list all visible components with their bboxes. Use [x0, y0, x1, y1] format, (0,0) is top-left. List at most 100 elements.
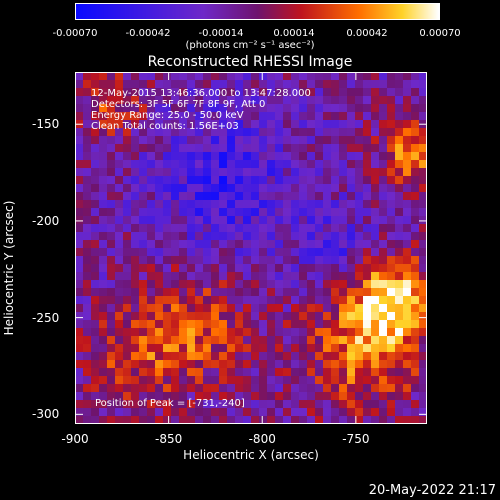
heatmap-cell: [283, 408, 292, 417]
heatmap-cell: [171, 344, 180, 353]
heatmap-cell: [259, 336, 268, 345]
heatmap-cell: [179, 176, 188, 185]
heatmap-cell: [283, 104, 292, 113]
heatmap-cell: [387, 376, 396, 385]
heatmap-cell: [203, 112, 212, 121]
heatmap-cell: [355, 408, 364, 417]
heatmap-cell: [355, 224, 364, 233]
heatmap-cell: [83, 296, 92, 305]
heatmap-cell: [235, 232, 244, 241]
heatmap-cell: [419, 192, 427, 201]
heatmap-cell: [131, 96, 140, 105]
heatmap-cell: [83, 264, 92, 273]
heatmap-cell: [227, 160, 236, 169]
heatmap-cell: [147, 96, 156, 105]
heatmap-cell: [211, 216, 220, 225]
heatmap-cell: [411, 320, 420, 329]
heatmap-cell: [307, 152, 316, 161]
heatmap-cell: [139, 104, 148, 113]
heatmap-cell: [243, 128, 252, 137]
heatmap-cell: [203, 304, 212, 313]
heatmap-cell: [211, 192, 220, 201]
heatmap-cell: [115, 280, 124, 289]
heatmap-cell: [163, 168, 172, 177]
heatmap-cell: [371, 304, 380, 313]
heatmap-cell: [203, 192, 212, 201]
peak-position-label: Position of Peak = [-731,-240]: [95, 398, 245, 409]
heatmap-cell: [243, 408, 252, 417]
heatmap-cell: [235, 80, 244, 89]
heatmap-cell: [411, 336, 420, 345]
heatmap-cell: [203, 160, 212, 169]
heatmap-cell: [403, 352, 412, 361]
heatmap-cell: [259, 400, 268, 409]
heatmap-cell: [139, 176, 148, 185]
heatmap-cell: [347, 184, 356, 193]
heatmap-cell: [107, 160, 116, 169]
heatmap-cell: [75, 80, 84, 89]
heatmap-cell: [379, 152, 388, 161]
heatmap-cell: [139, 224, 148, 233]
heatmap-cell: [203, 416, 212, 424]
heatmap-cell: [363, 120, 372, 129]
heatmap-cell: [291, 312, 300, 321]
heatmap-cell: [331, 320, 340, 329]
heatmap-cell: [251, 256, 260, 265]
heatmap-cell: [379, 336, 388, 345]
heatmap-cell: [323, 248, 332, 257]
heatmap-cell: [251, 352, 260, 361]
heatmap-cell: [171, 296, 180, 305]
heatmap-cell: [339, 336, 348, 345]
heatmap-cell: [267, 264, 276, 273]
heatmap-cell: [291, 408, 300, 417]
heatmap-cell: [91, 320, 100, 329]
heatmap-cell: [267, 384, 276, 393]
heatmap-cell: [83, 384, 92, 393]
heatmap-cell: [275, 408, 284, 417]
heatmap-cell: [355, 88, 364, 97]
heatmap-cell: [307, 120, 316, 129]
heatmap-cell: [283, 312, 292, 321]
heatmap-cell: [291, 88, 300, 97]
y-tick-label: -150: [32, 117, 60, 132]
heatmap-cell: [219, 400, 228, 409]
heatmap-cell: [267, 184, 276, 193]
heatmap-cell: [275, 152, 284, 161]
heatmap-cell: [155, 72, 164, 81]
heatmap-cell: [171, 72, 180, 81]
heatmap-cell: [179, 272, 188, 281]
heatmap-cell: [411, 232, 420, 241]
heatmap-cell: [195, 296, 204, 305]
heatmap-cell: [307, 112, 316, 121]
heatmap-cell: [131, 112, 140, 121]
heatmap-cell: [355, 360, 364, 369]
heatmap-cell: [203, 360, 212, 369]
heatmap-cell: [267, 296, 276, 305]
heatmap-cell: [283, 96, 292, 105]
heatmap-cell: [371, 112, 380, 121]
heatmap-cell: [83, 376, 92, 385]
heatmap-cell: [363, 160, 372, 169]
heatmap-cell: [267, 344, 276, 353]
heatmap-cell: [171, 160, 180, 169]
heatmap-cell: [235, 280, 244, 289]
heatmap-cell: [203, 200, 212, 209]
heatmap-cell: [347, 160, 356, 169]
heatmap-cell: [123, 288, 132, 297]
heatmap-cell: [155, 304, 164, 313]
heatmap-cell: [275, 200, 284, 209]
heatmap-cell: [331, 352, 340, 361]
heatmap-cell: [203, 344, 212, 353]
heatmap-cell: [355, 200, 364, 209]
heatmap-cell: [259, 384, 268, 393]
heatmap-cell: [347, 288, 356, 297]
heatmap-cell: [275, 248, 284, 257]
heatmap-cell: [83, 272, 92, 281]
heatmap-cell: [123, 240, 132, 249]
heatmap-cell: [83, 192, 92, 201]
heatmap-cell: [179, 120, 188, 129]
heatmap-cell: [283, 320, 292, 329]
heatmap-cell: [347, 256, 356, 265]
heatmap-cell: [171, 240, 180, 249]
heatmap-cell: [139, 392, 148, 401]
